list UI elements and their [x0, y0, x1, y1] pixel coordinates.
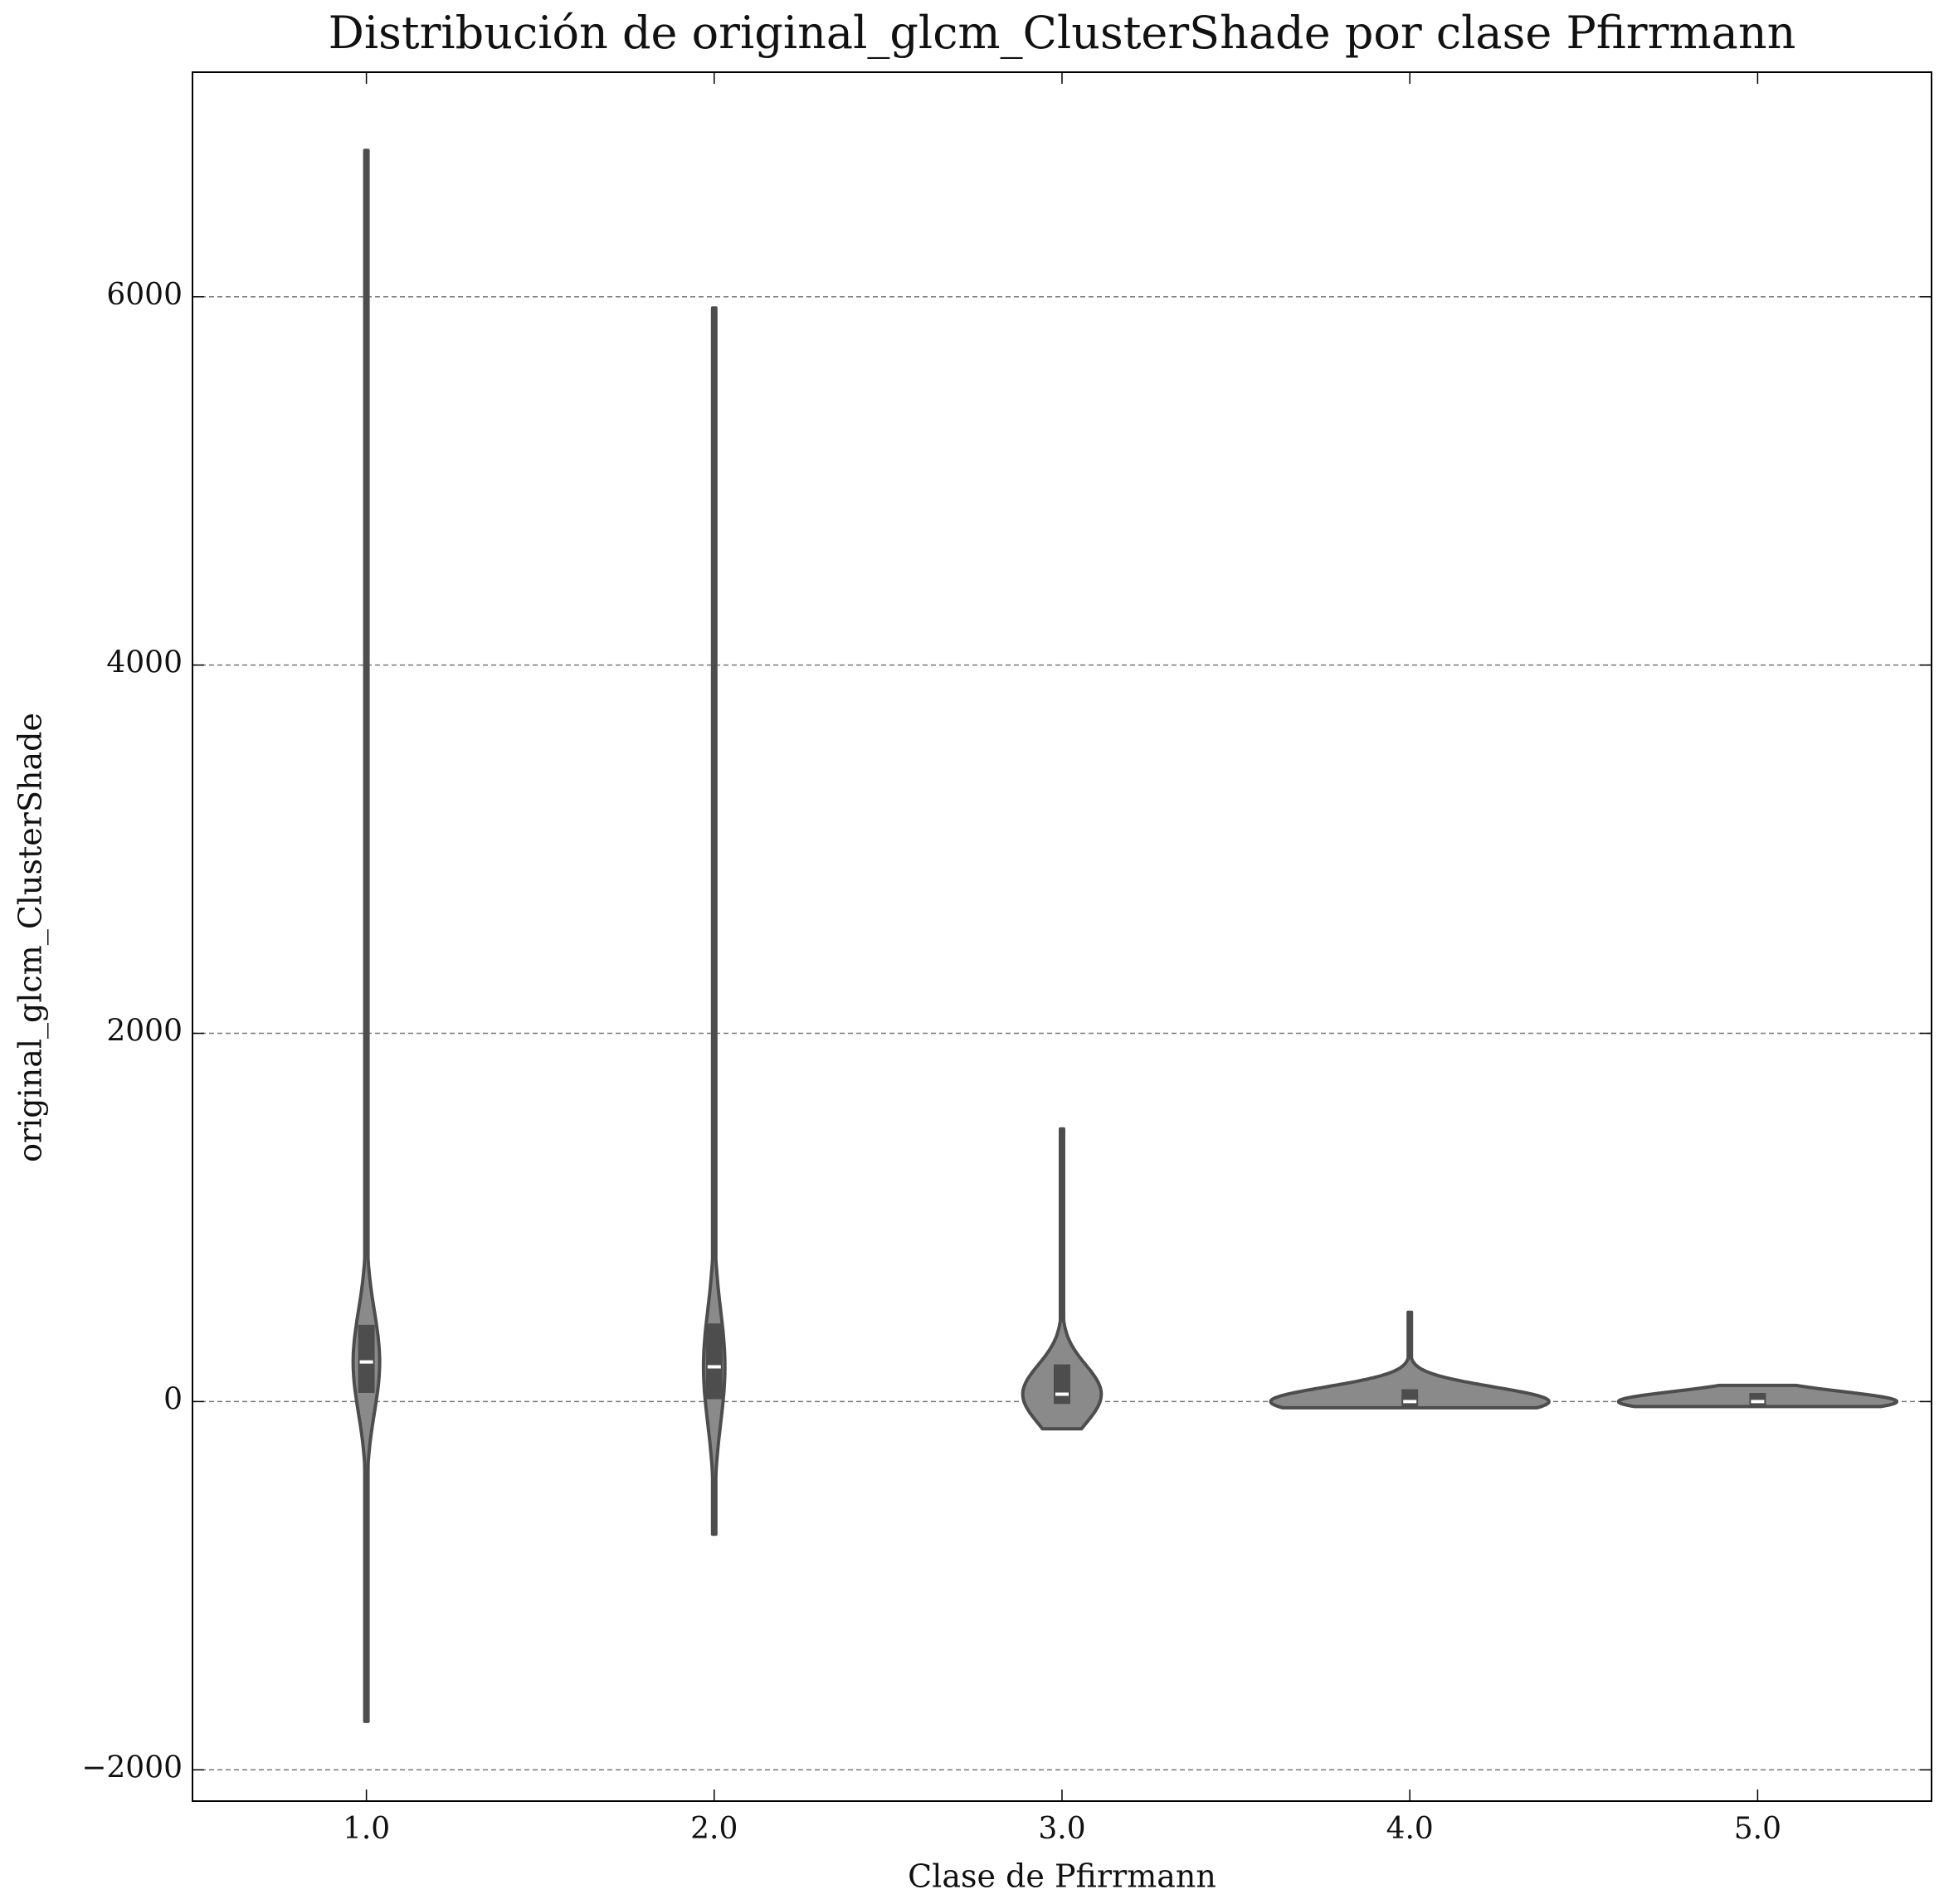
x-axis-label: Clase de Pfirrmann	[908, 1858, 1216, 1895]
y-tick-label: 0	[163, 1382, 183, 1416]
x-tick-label: 3.0	[1038, 1812, 1085, 1846]
y-tick-label: −2000	[81, 1751, 183, 1785]
box	[705, 1323, 723, 1400]
y-tick-label: 2000	[106, 1015, 183, 1049]
box	[1401, 1389, 1419, 1410]
y-tick-label: 4000	[106, 646, 183, 680]
violin-body	[1269, 1310, 1551, 1410]
x-tick-label: 4.0	[1386, 1812, 1434, 1846]
box	[1054, 1364, 1070, 1405]
x-tick-label: 5.0	[1734, 1812, 1781, 1846]
chart-title: Distribución de original_glcm_ClusterSha…	[329, 7, 1796, 59]
violin-body	[701, 306, 727, 1536]
x-tick-label: 1.0	[343, 1812, 390, 1846]
box	[358, 1324, 375, 1393]
box	[1749, 1392, 1766, 1407]
y-axis-label: original_glcm_ClusterShade	[12, 713, 50, 1162]
plot-frame	[192, 71, 1932, 1802]
violin-body	[1021, 1127, 1103, 1431]
x-tick-label: 2.0	[690, 1812, 738, 1846]
y-tick-label: 6000	[106, 278, 183, 312]
